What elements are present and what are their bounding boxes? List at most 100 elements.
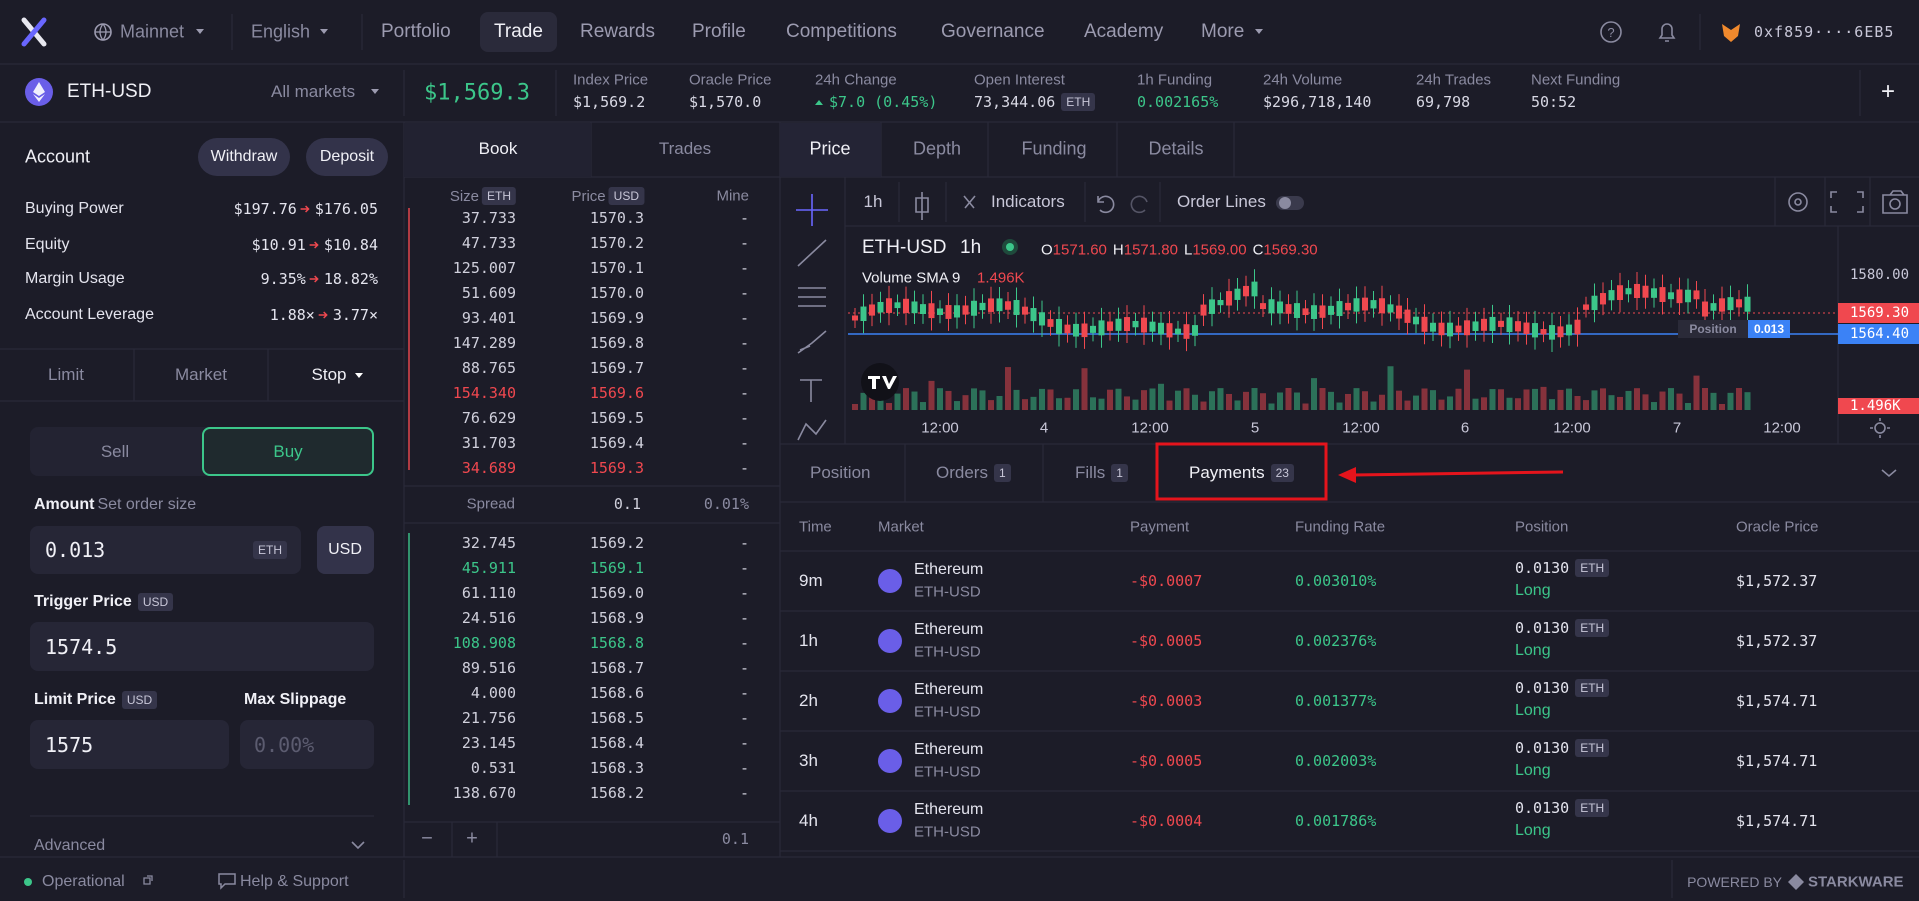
- nav-link[interactable]: Competitions: [786, 21, 897, 42]
- book-mine: -: [739, 759, 749, 777]
- time-axis-label: 4: [1039, 419, 1049, 437]
- stat-label: Oracle Price: [689, 71, 772, 89]
- trigger-label: Trigger Price: [34, 593, 132, 610]
- positions-tab[interactable]: Position: [810, 463, 870, 483]
- row-payment: -$0.0005: [1130, 632, 1203, 650]
- book-price: 1568.7: [589, 659, 644, 677]
- market-selector[interactable]: All markets: [271, 82, 356, 101]
- limit-input[interactable]: 1575: [45, 733, 94, 757]
- book-mine: -: [739, 459, 749, 477]
- side-buy[interactable]: Buy: [273, 442, 303, 461]
- column-header: Oracle Price: [1736, 518, 1819, 536]
- row-side: Long: [1515, 582, 1551, 599]
- ohlc-item: C 1569.30: [1253, 242, 1318, 259]
- row-market: ETH-USD: [914, 583, 981, 601]
- price-axis-label: 1580.00: [1850, 267, 1910, 283]
- order-type-tab[interactable]: Market: [175, 365, 227, 384]
- stat-value-text: $1,570.0: [689, 93, 762, 111]
- book-size: 37.733: [461, 209, 516, 227]
- book-size: 31.703: [461, 434, 516, 452]
- amount-label-row: Amount Set order size: [34, 496, 196, 514]
- positions-tab[interactable]: Payments 23: [1189, 463, 1294, 483]
- book-size: 34.689: [461, 459, 516, 477]
- account-button[interactable]: Deposit: [319, 148, 375, 165]
- chart-tab[interactable]: Details: [1148, 138, 1204, 159]
- interval-button[interactable]: 1h: [863, 192, 883, 211]
- order-lines-toggle[interactable]: Order Lines: [1177, 192, 1266, 211]
- time-axis-label: 12:00: [1342, 419, 1380, 437]
- tab-count: 23: [1270, 464, 1294, 482]
- value-to: 3.77×: [332, 306, 378, 324]
- slippage-label: Max Slippage: [244, 691, 347, 708]
- positions-tab[interactable]: Fills 1: [1075, 463, 1128, 483]
- slippage-input[interactable]: 0.00%: [254, 733, 315, 757]
- book-size: 0.531: [470, 759, 516, 777]
- row-oracle-price: $1,574.71: [1736, 752, 1818, 770]
- nav-link[interactable]: Profile: [692, 21, 746, 42]
- market-symbol[interactable]: ETH-USD: [67, 81, 152, 102]
- row-time: 4h: [799, 811, 818, 830]
- row-time: 9m: [799, 571, 823, 590]
- row-position-size: 0.0130 ETH: [1515, 619, 1610, 637]
- stat-label: Open Interest: [974, 71, 1065, 89]
- nav-link[interactable]: Governance: [941, 21, 1045, 42]
- position-unit: ETH: [1575, 679, 1610, 697]
- value-to: $176.05: [314, 200, 378, 218]
- order-type-tab[interactable]: Stop: [311, 365, 347, 384]
- book-size: 138.670: [452, 784, 516, 802]
- limit-unit: USD: [121, 691, 158, 709]
- ohlc-value: 1569.00: [1192, 241, 1247, 259]
- nav-link[interactable]: Rewards: [580, 21, 655, 42]
- zoom-out[interactable]: −: [421, 827, 433, 850]
- size-unit: ETH: [482, 187, 516, 205]
- row-side: Long: [1515, 762, 1551, 779]
- account-value: $197.76 $176.05: [234, 200, 378, 218]
- network-selector[interactable]: Mainnet: [120, 21, 185, 42]
- help-link[interactable]: Help & Support: [240, 873, 349, 890]
- nav-link[interactable]: Portfolio: [381, 21, 451, 42]
- account-button[interactable]: Withdraw: [210, 148, 278, 165]
- amount-input[interactable]: 0.013: [45, 538, 106, 562]
- book-size: 4.000: [470, 684, 516, 702]
- zoom-in[interactable]: +: [466, 827, 478, 850]
- add-button[interactable]: +: [1880, 78, 1896, 105]
- price-unit: USD: [608, 187, 644, 205]
- book-price: 1569.7: [589, 359, 644, 377]
- wallet-address[interactable]: 0xf859····6EB5: [1754, 23, 1895, 41]
- grouping[interactable]: 0.1: [721, 830, 749, 848]
- order-type-tab[interactable]: Limit: [48, 365, 84, 384]
- row-funding-rate: 0.002376%: [1295, 632, 1377, 650]
- nav-link[interactable]: Academy: [1084, 21, 1164, 42]
- currency-toggle[interactable]: USD: [328, 541, 362, 558]
- value-to: $10.84: [323, 236, 378, 254]
- nav-link[interactable]: More: [1201, 21, 1245, 42]
- book-price: 1569.6: [589, 384, 644, 402]
- language-selector[interactable]: English: [251, 21, 311, 42]
- account-value: $10.91 $10.84: [252, 236, 378, 254]
- row-payment: -$0.0007: [1130, 572, 1203, 590]
- positions-tab[interactable]: Orders 1: [936, 463, 1011, 483]
- column-header: Position: [1515, 518, 1569, 536]
- chart-tab[interactable]: Depth: [912, 138, 962, 159]
- indicators-button[interactable]: Indicators: [991, 192, 1065, 211]
- book-price: 1569.1: [589, 559, 644, 577]
- row-asset: Ethereum: [914, 681, 984, 698]
- book-mine: -: [739, 234, 749, 252]
- limit-label: Limit Price: [34, 691, 116, 708]
- side-sell[interactable]: Sell: [100, 442, 130, 461]
- position-size: 0.0130: [1515, 679, 1570, 697]
- book-tab[interactable]: Book: [478, 139, 518, 158]
- chart-symbol: ETH-USD: [862, 237, 947, 258]
- trigger-input[interactable]: 1574.5: [45, 635, 118, 659]
- trades-tab[interactable]: Trades: [658, 139, 712, 158]
- chart-tab[interactable]: Price: [809, 138, 851, 159]
- column-header: Funding Rate: [1295, 518, 1386, 536]
- price-axis-label: 1564.40: [1850, 326, 1910, 342]
- advanced-toggle[interactable]: Advanced: [34, 837, 106, 854]
- status[interactable]: Operational: [42, 873, 125, 890]
- book-mine: -: [739, 534, 749, 552]
- nav-link[interactable]: Trade: [494, 21, 543, 42]
- chart-interval: 1h: [960, 237, 982, 258]
- chart-tab[interactable]: Funding: [1021, 138, 1087, 159]
- stat-value-text: $7.0 (0.45%): [829, 93, 938, 111]
